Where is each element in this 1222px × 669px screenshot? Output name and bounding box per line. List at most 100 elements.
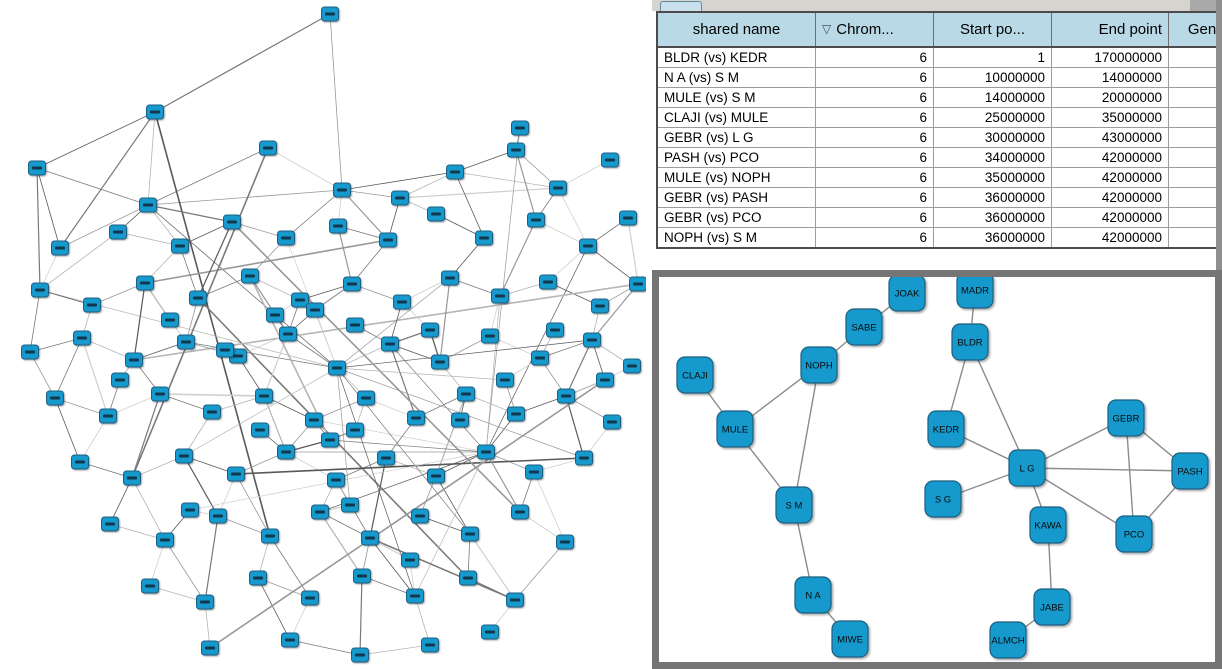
cell-genetic-value[interactable]: 192.0: [1168, 47, 1222, 68]
table-scrollbar-fragment[interactable]: [1190, 0, 1216, 11]
network-edge[interactable]: [969, 341, 1028, 469]
cell-start-position[interactable]: 1: [933, 47, 1052, 68]
table-row[interactable]: MULE (vs) S M614000000200000007.5: [657, 87, 1222, 108]
cell-shared-name[interactable]: BLDR (vs) KEDR: [657, 47, 816, 68]
cell-shared-name[interactable]: GEBR (vs) L G: [657, 127, 816, 148]
graph-node-box[interactable]: [794, 576, 832, 614]
column-header-start-po[interactable]: Start po...: [933, 12, 1052, 48]
cell-genetic-value[interactable]: 6.6: [1168, 67, 1222, 88]
cell-end-point[interactable]: 42000000: [1051, 167, 1169, 188]
table-row[interactable]: GEBR (vs) PCO636000000420000008.4: [657, 207, 1222, 228]
graph-node-box[interactable]: [888, 277, 926, 312]
table-row[interactable]: PASH (vs) PCO6340000004200000011.4: [657, 147, 1222, 168]
graph-node-claji[interactable]: CLAJI: [676, 356, 714, 394]
graph-node-sm[interactable]: S M: [775, 486, 813, 524]
cell-chromosome[interactable]: 6: [815, 167, 934, 188]
graph-node-box[interactable]: [956, 277, 994, 309]
cell-genetic-value[interactable]: 5.9: [1168, 107, 1222, 128]
cell-shared-name[interactable]: N A (vs) S M: [657, 67, 816, 88]
graph-node-box[interactable]: [1171, 452, 1209, 490]
column-header-shared-name[interactable]: shared name: [657, 12, 816, 48]
graph-node-box[interactable]: [1029, 506, 1067, 544]
network-edge[interactable]: [1125, 417, 1135, 535]
table-row[interactable]: GEBR (vs) PASH636000000420000008.9: [657, 187, 1222, 208]
cell-chromosome[interactable]: 6: [815, 127, 934, 148]
subnetwork-canvas[interactable]: JOAK MADR SABE BLDR NOPH CLAJI KEDR GEBR MULE L G…: [659, 277, 1215, 662]
cell-shared-name[interactable]: NOPH (vs) S M: [657, 227, 816, 249]
graph-node-box[interactable]: [927, 410, 965, 448]
graph-node-almch[interactable]: ALMCH: [989, 621, 1027, 659]
graph-node-box[interactable]: [775, 486, 813, 524]
graph-node-box[interactable]: [845, 308, 883, 346]
graph-node-box[interactable]: [1107, 399, 1145, 437]
cell-start-position[interactable]: 35000000: [933, 167, 1052, 188]
cell-end-point[interactable]: 14000000: [1051, 67, 1169, 88]
graph-node-box[interactable]: [1008, 449, 1046, 487]
cell-end-point[interactable]: 43000000: [1051, 127, 1169, 148]
cell-start-position[interactable]: 36000000: [933, 187, 1052, 208]
graph-node-na[interactable]: N A: [794, 576, 832, 614]
network-edge[interactable]: [793, 364, 820, 506]
table-row[interactable]: MULE (vs) NOPH6350000004200000010.5: [657, 167, 1222, 188]
graph-node-box[interactable]: [951, 323, 989, 361]
graph-node-box[interactable]: [800, 346, 838, 384]
cell-chromosome[interactable]: 6: [815, 107, 934, 128]
graph-node-kedr[interactable]: KEDR: [927, 410, 965, 448]
cell-end-point[interactable]: 42000000: [1051, 147, 1169, 168]
graph-node-jabe[interactable]: JABE: [1033, 588, 1071, 626]
cell-chromosome[interactable]: 6: [815, 227, 934, 249]
graph-node-box[interactable]: [989, 621, 1027, 659]
cell-end-point[interactable]: 42000000: [1051, 207, 1169, 228]
graph-node-kawa[interactable]: KAWA: [1029, 506, 1067, 544]
cell-shared-name[interactable]: MULE (vs) S M: [657, 87, 816, 108]
table-row[interactable]: N A (vs) S M610000000140000006.6: [657, 67, 1222, 88]
graph-node-box[interactable]: [1115, 515, 1153, 553]
cell-start-position[interactable]: 30000000: [933, 127, 1052, 148]
column-header-end-point[interactable]: End point: [1051, 12, 1169, 48]
table-row[interactable]: BLDR (vs) KEDR61170000000192.0: [657, 47, 1222, 68]
cell-end-point[interactable]: 170000000: [1051, 47, 1169, 68]
cell-end-point[interactable]: 20000000: [1051, 87, 1169, 108]
graph-node-mule[interactable]: MULE: [716, 410, 754, 448]
cell-shared-name[interactable]: PASH (vs) PCO: [657, 147, 816, 168]
cell-start-position[interactable]: 10000000: [933, 67, 1052, 88]
cell-chromosome[interactable]: 6: [815, 47, 934, 68]
cell-start-position[interactable]: 14000000: [933, 87, 1052, 108]
cell-end-point[interactable]: 42000000: [1051, 227, 1169, 249]
cell-end-point[interactable]: 42000000: [1051, 187, 1169, 208]
graph-node-madr[interactable]: MADR: [956, 277, 994, 309]
cell-shared-name[interactable]: MULE (vs) NOPH: [657, 167, 816, 188]
cell-chromosome[interactable]: 6: [815, 67, 934, 88]
cell-shared-name[interactable]: CLAJI (vs) MULE: [657, 107, 816, 128]
graph-node-box[interactable]: [831, 620, 869, 658]
cell-shared-name[interactable]: GEBR (vs) PASH: [657, 187, 816, 208]
column-header-chrom[interactable]: ▽ Chrom...: [815, 12, 934, 48]
graph-node-box[interactable]: [924, 480, 962, 518]
cell-genetic-value[interactable]: 8.9: [1168, 187, 1222, 208]
main-network-panel[interactable]: [0, 0, 646, 669]
table-row[interactable]: CLAJI (vs) MULE625000000350000005.9: [657, 107, 1222, 128]
table-row[interactable]: NOPH (vs) S M636000000420000009.9: [657, 227, 1222, 249]
graph-node-sabe[interactable]: SABE: [845, 308, 883, 346]
graph-node-miwe[interactable]: MIWE: [831, 620, 869, 658]
cell-end-point[interactable]: 35000000: [1051, 107, 1169, 128]
graph-node-bldr[interactable]: BLDR: [951, 323, 989, 361]
graph-node-gebr[interactable]: GEBR: [1107, 399, 1145, 437]
cell-chromosome[interactable]: 6: [815, 187, 934, 208]
cell-start-position[interactable]: 34000000: [933, 147, 1052, 168]
graph-node-pco[interactable]: PCO: [1115, 515, 1153, 553]
cell-start-position[interactable]: 36000000: [933, 227, 1052, 249]
cell-genetic-value[interactable]: 10.5: [1168, 167, 1222, 188]
cell-start-position[interactable]: 36000000: [933, 207, 1052, 228]
filter-icon[interactable]: ▽: [822, 22, 832, 36]
cell-chromosome[interactable]: 6: [815, 87, 934, 108]
cell-genetic-value[interactable]: 7.5: [1168, 87, 1222, 108]
table-tab[interactable]: [660, 1, 702, 11]
network-edge[interactable]: [1026, 467, 1191, 472]
table-row[interactable]: GEBR (vs) L G6300000004300000016.9: [657, 127, 1222, 148]
graph-node-noph[interactable]: NOPH: [800, 346, 838, 384]
cell-chromosome[interactable]: 6: [815, 147, 934, 168]
graph-node-box[interactable]: [716, 410, 754, 448]
graph-node-sg[interactable]: S G: [924, 480, 962, 518]
graph-node-joak[interactable]: JOAK: [888, 277, 926, 312]
